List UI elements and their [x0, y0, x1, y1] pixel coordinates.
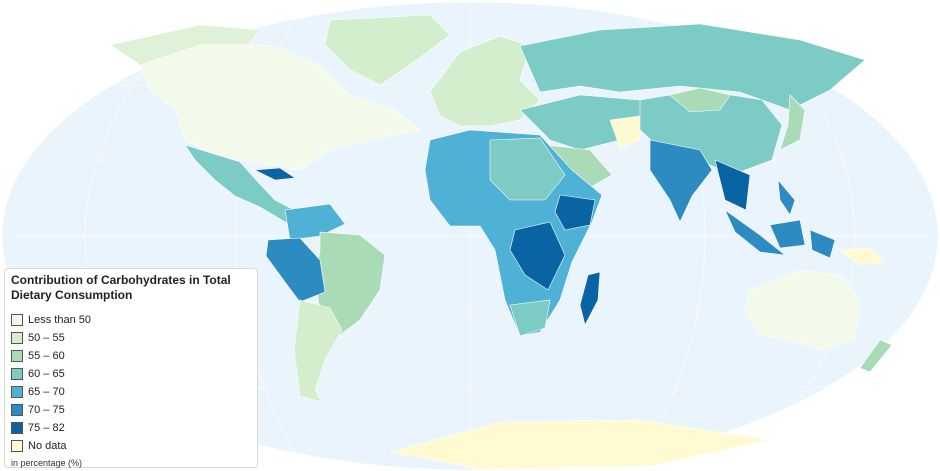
legend-item[interactable]: Less than 50	[11, 311, 251, 329]
andes	[265, 237, 326, 303]
indonesia-philippines	[724, 179, 836, 259]
legend-note: in percentage (%)	[11, 458, 83, 468]
legend-item[interactable]: 65 – 70	[11, 383, 251, 401]
mongolia	[669, 87, 731, 113]
madagascar	[579, 271, 601, 326]
legend-label: 70 – 75	[28, 404, 65, 416]
ethiopia	[554, 194, 596, 231]
antarctica	[389, 419, 771, 470]
legend-swatch	[11, 368, 23, 380]
sahel	[489, 137, 566, 201]
legend-swatch	[11, 386, 23, 398]
legend-item[interactable]: 50 – 55	[11, 329, 251, 347]
legend-swatch	[11, 422, 23, 434]
legend-label: 55 – 60	[28, 350, 65, 362]
southern-cone	[293, 299, 343, 403]
legend-item[interactable]: No data	[11, 437, 251, 455]
south-africa	[509, 299, 551, 337]
legend-item[interactable]: 70 – 75	[11, 401, 251, 419]
legend-item[interactable]: 55 – 60	[11, 347, 251, 365]
legend-label: 75 – 82	[28, 422, 65, 434]
europe	[429, 35, 541, 127]
land	[109, 14, 893, 470]
legend: Contribution of Carbohydrates in Total D…	[4, 268, 258, 468]
legend-swatch	[11, 350, 23, 362]
greenland	[324, 14, 451, 86]
legend-label: Less than 50	[28, 314, 91, 326]
north-south-america	[284, 203, 346, 241]
legend-item[interactable]: 60 – 65	[11, 365, 251, 383]
congo	[509, 221, 566, 291]
new-zealand	[859, 339, 893, 373]
australia	[744, 269, 861, 351]
legend-items: Less than 50 50 – 55 55 – 60 60 – 65 65 – 70…	[11, 311, 251, 455]
legend-label: No data	[28, 440, 67, 452]
no-data-asia	[609, 115, 641, 149]
legend-swatch	[11, 314, 23, 326]
legend-title: Contribution of Carbohydrates in Total D…	[11, 273, 231, 302]
legend-swatch	[11, 404, 23, 416]
india	[649, 139, 713, 223]
southeast-asia	[714, 159, 751, 211]
legend-item[interactable]: 75 – 82	[11, 419, 251, 437]
north-america	[139, 44, 421, 171]
legend-swatch	[11, 332, 23, 344]
japan	[779, 94, 806, 151]
legend-label: 60 – 65	[28, 368, 65, 380]
legend-label: 65 – 70	[28, 386, 65, 398]
legend-label: 50 – 55	[28, 332, 65, 344]
caribbean	[253, 167, 296, 181]
legend-swatch	[11, 440, 23, 452]
new-guinea	[839, 247, 886, 266]
